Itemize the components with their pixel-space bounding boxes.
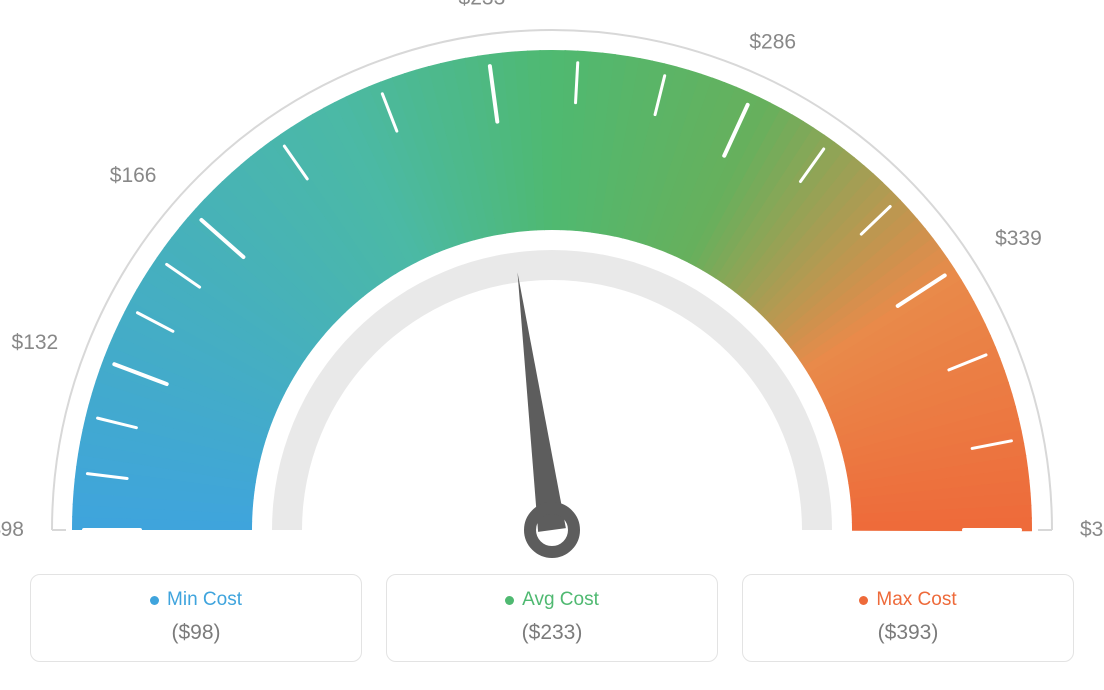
svg-text:$286: $286: [749, 30, 796, 53]
svg-text:$339: $339: [995, 227, 1042, 250]
svg-text:$166: $166: [110, 164, 157, 187]
svg-text:$98: $98: [0, 518, 24, 541]
gauge-svg: $98 $132 $166 $233 $286 $339 $393: [0, 0, 1104, 560]
legend-value-min: ($98): [41, 621, 351, 645]
svg-text:$393: $393: [1080, 518, 1104, 541]
legend-dot-min: [150, 596, 159, 605]
gauge-chart-container: $98 $132 $166 $233 $286 $339 $393 Min Cost ($9…: [0, 0, 1104, 690]
legend-card-min: Min Cost ($98): [30, 574, 362, 662]
legend-label-max: Max Cost: [876, 589, 956, 611]
svg-text:$132: $132: [12, 331, 59, 354]
legend-label-min: Min Cost: [167, 589, 242, 611]
legend-title-max: Max Cost: [859, 589, 956, 611]
legend-value-max: ($393): [753, 621, 1063, 645]
legend-card-avg: Avg Cost ($233): [386, 574, 718, 662]
gauge-area: $98 $132 $166 $233 $286 $339 $393: [0, 0, 1104, 560]
svg-text:$233: $233: [459, 0, 506, 10]
legend-title-min: Min Cost: [150, 589, 242, 611]
legend-dot-avg: [505, 596, 514, 605]
legend-dot-max: [859, 596, 868, 605]
legend-label-avg: Avg Cost: [522, 589, 599, 611]
legend-title-avg: Avg Cost: [505, 589, 599, 611]
legend-card-max: Max Cost ($393): [742, 574, 1074, 662]
legend-row: Min Cost ($98) Avg Cost ($233) Max Cost …: [30, 574, 1074, 662]
legend-value-avg: ($233): [397, 621, 707, 645]
